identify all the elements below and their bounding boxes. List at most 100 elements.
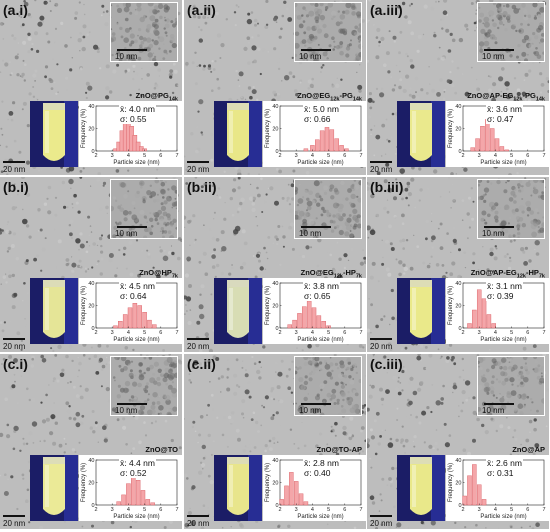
scale-bar xyxy=(370,338,392,340)
x-tick-label: 3 xyxy=(295,330,298,336)
x-axis-label: Particle size (nm) xyxy=(480,514,526,520)
x-tick-label: 3 xyxy=(478,330,481,336)
panel-label: (c.iii) xyxy=(370,356,403,372)
scale-bar-label: 20 nm xyxy=(370,342,393,351)
histogram-bar xyxy=(491,323,497,329)
histogram-bar xyxy=(315,139,320,152)
sample-name: ZnO@HP7k xyxy=(139,268,178,280)
x-tick-label: 7 xyxy=(359,507,362,513)
histogram-bar xyxy=(287,324,292,329)
x-tick-label: 5 xyxy=(327,330,330,336)
inset-scale-bar xyxy=(301,403,331,405)
histogram-bar xyxy=(298,493,304,506)
x-tick-label: 5 xyxy=(327,507,330,513)
panel-label: (b.i) xyxy=(3,179,29,195)
tem-panel: (b.iii) 10 nm ZnO@AP-EG12k-HP7k 20 nm 0 20 40 2… xyxy=(367,177,549,352)
inset-scale-bar xyxy=(117,226,147,228)
scale-bar xyxy=(3,161,25,163)
x-tick-label: 3 xyxy=(295,507,298,513)
inset-scale-bar xyxy=(484,226,514,228)
scale-bar xyxy=(187,515,209,517)
x-tick-label: 6 xyxy=(526,153,529,159)
histogram-bar xyxy=(306,300,312,329)
size-stats: x̄: 4.4 nm σ: 0.52 xyxy=(119,458,156,478)
inset-scale-bar xyxy=(117,403,147,405)
y-tick-label: 40 xyxy=(272,281,278,287)
inset-scale-bar xyxy=(484,49,514,51)
scale-bar xyxy=(3,515,25,517)
y-axis-label: Frequency (%) xyxy=(265,286,271,325)
sample-name-text: ZnO@TO-AP xyxy=(316,445,362,454)
size-sigma: σ: 0.52 xyxy=(120,468,147,478)
hrtem-inset: 10 nm xyxy=(294,2,362,62)
y-tick-label: 40 xyxy=(88,458,94,464)
histogram-bar xyxy=(499,146,505,152)
x-tick-label: 2 xyxy=(278,153,281,159)
y-tick-label: 0 xyxy=(458,149,461,155)
size-sigma: σ: 0.39 xyxy=(487,291,514,301)
vial-photo xyxy=(397,278,445,344)
size-histogram: 0 20 40 2 3 4 5 6 7 Particle size (nm) Frequency (… xyxy=(263,278,366,344)
y-tick-label: 0 xyxy=(275,326,278,332)
vial-photo xyxy=(30,101,78,167)
scale-bar-label: 20 nm xyxy=(187,165,210,174)
x-tick-label: 2 xyxy=(94,330,97,336)
x-axis-label: Particle size (nm) xyxy=(297,514,343,520)
inset-scale-bar xyxy=(117,49,147,51)
x-tick-label: 2 xyxy=(278,330,281,336)
histogram-bar xyxy=(476,484,482,506)
vial-photo xyxy=(30,455,78,521)
x-axis-label: Particle size (nm) xyxy=(113,514,159,520)
scale-bar-label: 20 nm xyxy=(187,342,210,351)
scale-bar-label: 20 nm xyxy=(3,165,26,174)
tem-panel: (b.i) 10 nm ZnO@HP7k 20 nm 0 20 40 2 3 4 5 6 7 Partic… xyxy=(0,177,182,352)
inset-scale-label: 10 nm xyxy=(482,229,505,238)
y-tick-label: 20 xyxy=(272,127,278,133)
size-histogram: 0 20 40 2 3 4 5 6 7 Particle size (nm) Frequency (… xyxy=(263,455,366,521)
hrtem-inset: 10 nm xyxy=(294,179,362,239)
hrtem-inset: 10 nm xyxy=(110,2,178,62)
x-tick-label: 7 xyxy=(542,507,545,513)
size-histogram: 0 20 40 2 3 4 5 6 7 Particle size (nm) Frequency (… xyxy=(446,278,549,344)
x-tick-label: 4 xyxy=(311,507,314,513)
hrtem-inset: 10 nm xyxy=(110,356,178,416)
vial-photo xyxy=(214,455,262,521)
y-tick-label: 20 xyxy=(272,304,278,310)
x-tick-label: 5 xyxy=(510,330,513,336)
sample-name: ZnO@AP-EG12k-PG14k xyxy=(467,91,545,103)
tem-panel: (c.iii) 10 nm ZnO@AP 20 nm 0 20 40 2 3 4 5 6 7 Partic… xyxy=(367,354,549,529)
size-sigma: σ: 0.47 xyxy=(487,114,514,124)
size-sigma: σ: 0.66 xyxy=(304,114,331,124)
y-tick-label: 0 xyxy=(91,503,94,509)
mean-size: x̄: 2.8 nm xyxy=(304,458,339,468)
histogram-bar xyxy=(489,128,495,152)
sample-name-text: -PG xyxy=(522,91,536,100)
inset-scale-label: 10 nm xyxy=(115,406,138,415)
panel-label: (b.ii) xyxy=(187,179,217,195)
size-stats: x̄: 2.8 nm σ: 0.40 xyxy=(303,458,340,478)
sample-name-text: ZnO@TO xyxy=(145,445,178,454)
x-tick-label: 4 xyxy=(127,330,130,336)
sample-name-subscript: 12k xyxy=(516,273,526,280)
y-tick-label: 40 xyxy=(88,104,94,110)
sample-name-text: ZnO@EG xyxy=(297,91,331,100)
y-tick-label: 20 xyxy=(88,481,94,487)
histogram-bar xyxy=(481,499,487,506)
sample-name-text: ZnO@AP-EG xyxy=(467,91,514,100)
sample-name-text: -HP xyxy=(342,268,356,277)
histogram-bar xyxy=(293,481,299,506)
x-tick-label: 7 xyxy=(175,507,178,513)
size-stats: x̄: 2.6 nm σ: 0.31 xyxy=(486,458,523,478)
x-tick-label: 6 xyxy=(343,507,346,513)
x-tick-label: 3 xyxy=(111,507,114,513)
tem-panel: (a.iii) 10 nm ZnO@AP-EG12k-PG14k 20 nm 0 20 40… xyxy=(367,0,549,175)
histogram-bar xyxy=(121,494,126,506)
sample-name-subscript: 12k xyxy=(330,96,340,103)
histogram-bar xyxy=(152,324,157,329)
x-tick-label: 3 xyxy=(478,507,481,513)
x-tick-label: 5 xyxy=(327,153,330,159)
scale-bar xyxy=(370,161,392,163)
y-tick-label: 20 xyxy=(455,127,461,133)
x-tick-label: 5 xyxy=(143,153,146,159)
y-tick-label: 40 xyxy=(455,281,461,287)
